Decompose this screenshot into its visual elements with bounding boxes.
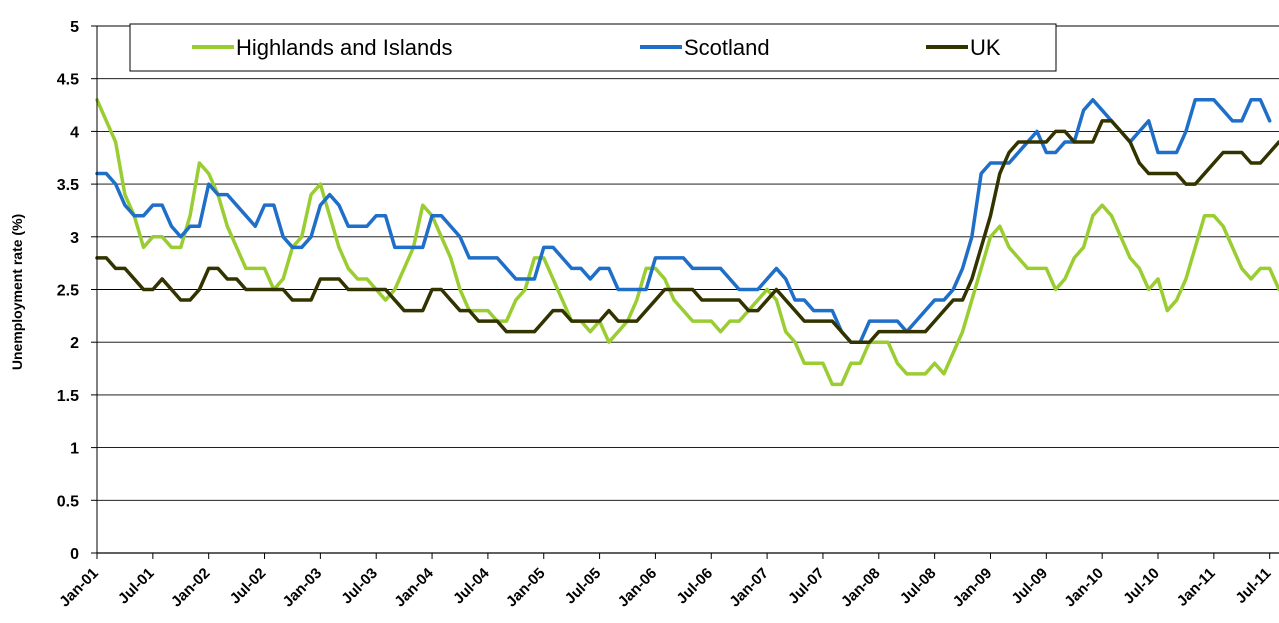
legend: Highlands and Islands Scotland UK bbox=[129, 23, 1057, 72]
x-tick-label: Jul-10 bbox=[1120, 565, 1163, 608]
x-tick-label: Jan-10 bbox=[1061, 565, 1107, 611]
y-tick-label: 1 bbox=[70, 441, 79, 458]
x-tick-label: Jan-01 bbox=[56, 565, 102, 611]
y-axis-title: Unemployment rate (%) bbox=[9, 214, 25, 370]
x-tick-label: Jan-04 bbox=[391, 564, 437, 610]
x-tick-label: Jan-11 bbox=[1174, 565, 1219, 610]
x-tick-label: Jul-09 bbox=[1008, 565, 1051, 608]
series-line-uk bbox=[95, 119, 1279, 344]
x-tick-label: Jul-05 bbox=[562, 565, 605, 608]
x-tick-label: Jan-07 bbox=[726, 565, 772, 611]
x-tick-label: Jan-02 bbox=[168, 565, 214, 611]
y-tick-label: 4 bbox=[70, 124, 79, 141]
legend-label: Scotland bbox=[684, 35, 770, 60]
x-tick-label: Jul-02 bbox=[227, 565, 270, 608]
x-tick-label: Jan-05 bbox=[503, 565, 549, 611]
y-tick-label: 2.5 bbox=[57, 283, 79, 300]
x-tick-label: Jan-06 bbox=[615, 565, 661, 611]
x-tick-label: Jan-09 bbox=[950, 565, 996, 611]
y-tick-label: 5 bbox=[70, 19, 79, 36]
x-tick-label: Jul-06 bbox=[673, 565, 716, 608]
x-tick-label: Jan-03 bbox=[280, 565, 326, 611]
y-tick-label: 4.5 bbox=[57, 72, 79, 89]
x-tick-label: Jul-07 bbox=[785, 565, 828, 608]
legend-box bbox=[129, 23, 1057, 72]
x-tick-label: Jan-08 bbox=[838, 565, 884, 611]
x-axis-tick-labels: Jan-01 Jul-01 Jan-02 Jul-02 Jan-03 Jul-03 Jan-… bbox=[56, 564, 1274, 610]
y-tick-label: 3.5 bbox=[57, 177, 79, 194]
series-lines bbox=[95, 98, 1279, 387]
x-tick-label: Jul-01 bbox=[115, 565, 158, 608]
x-tick-label: Jul-08 bbox=[897, 565, 940, 608]
y-tick-label: 3 bbox=[70, 230, 79, 247]
x-tick-label: Jul-11 bbox=[1232, 565, 1274, 607]
y-tick-label: 0.5 bbox=[57, 493, 79, 510]
legend-label: UK bbox=[970, 35, 1001, 60]
x-tick-label: Jul-04 bbox=[450, 564, 493, 607]
y-tick-label: 0 bbox=[70, 546, 79, 563]
y-tick-label: 2 bbox=[70, 335, 79, 352]
axes bbox=[91, 25, 1279, 559]
x-tick-label: Jul-03 bbox=[338, 565, 381, 608]
y-tick-label: 1.5 bbox=[57, 388, 79, 405]
legend-label: Highlands and Islands bbox=[236, 35, 452, 60]
y-axis-tick-labels: 0 0.5 1 1.5 2 2.5 3 3.5 4 4.5 5 bbox=[57, 19, 79, 563]
series-line-highlands-and-islands bbox=[95, 98, 1279, 387]
